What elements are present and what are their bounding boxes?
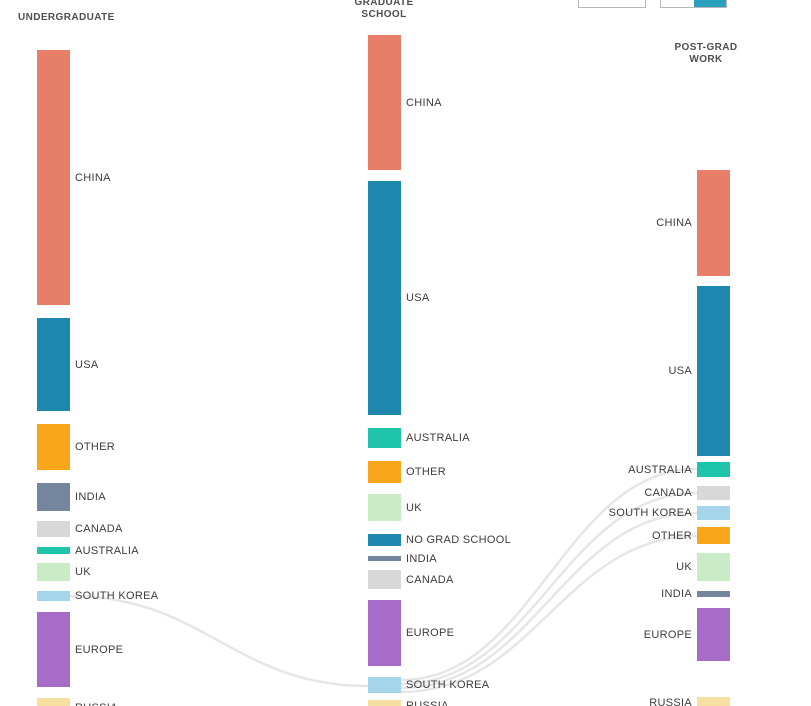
bar-post-grad-work-usa[interactable] (697, 286, 730, 456)
label-undergraduate-russia: RUSSIA (75, 702, 118, 706)
label-graduate-school-usa: USA (406, 292, 430, 304)
bar-undergraduate-europe[interactable] (37, 612, 70, 687)
column-header-post-grad-work: POST-GRAD WORK (674, 42, 738, 65)
label-graduate-school-russia: RUSSIA (406, 700, 449, 706)
label-post-grad-work-canada: CANADA (644, 487, 692, 499)
bar-graduate-school-other[interactable] (368, 461, 401, 483)
bar-graduate-school-uk[interactable] (368, 494, 401, 521)
bar-post-grad-work-other[interactable] (697, 527, 730, 544)
flow-link (400, 467, 698, 682)
bar-undergraduate-canada[interactable] (37, 521, 70, 537)
bar-undergraduate-china[interactable] (37, 50, 70, 305)
bar-undergraduate-australia[interactable] (37, 547, 70, 554)
label-graduate-school-no-grad-school: NO GRAD SCHOOL (406, 534, 512, 546)
bar-graduate-school-india[interactable] (368, 556, 401, 561)
bar-post-grad-work-canada[interactable] (697, 486, 730, 500)
bar-undergraduate-russia[interactable] (37, 698, 70, 706)
label-post-grad-work-south-korea: SOUTH KOREA (608, 507, 692, 519)
label-graduate-school-uk: UK (406, 501, 422, 514)
bar-post-grad-work-australia[interactable] (697, 462, 730, 477)
toggle-button-left[interactable] (578, 0, 646, 8)
label-undergraduate-south-korea: SOUTH KOREA (75, 590, 159, 602)
label-post-grad-work-india: INDIA (661, 588, 692, 600)
label-undergraduate-other: OTHER (75, 441, 115, 453)
label-post-grad-work-china: CHINA (656, 217, 692, 229)
bar-graduate-school-no-grad-school[interactable] (368, 534, 401, 546)
bar-post-grad-work-russia[interactable] (697, 697, 730, 706)
bar-graduate-school-russia[interactable] (368, 700, 401, 706)
label-post-grad-work-other: OTHER (652, 529, 692, 542)
bar-post-grad-work-uk[interactable] (697, 553, 730, 581)
label-graduate-school-other: OTHER (406, 466, 446, 478)
flow-link (400, 511, 698, 690)
bar-undergraduate-other[interactable] (37, 424, 70, 470)
label-graduate-school-china: CHINA (406, 96, 442, 109)
bar-undergraduate-usa[interactable] (37, 318, 70, 411)
bar-graduate-school-south-korea[interactable] (368, 677, 401, 693)
flow-link (400, 534, 698, 694)
label-graduate-school-south-korea: SOUTH KOREA (406, 679, 490, 691)
toggle-right-off-half (661, 0, 694, 7)
column-header-graduate-school: GRADUATE SCHOOL (354, 0, 414, 20)
bar-graduate-school-australia[interactable] (368, 428, 401, 448)
bar-graduate-school-china[interactable] (368, 35, 401, 170)
label-undergraduate-canada: CANADA (75, 523, 123, 535)
bar-graduate-school-canada[interactable] (368, 570, 401, 589)
flow-link (400, 491, 698, 686)
bar-undergraduate-india[interactable] (37, 483, 70, 511)
label-graduate-school-canada: CANADA (406, 573, 454, 586)
bar-graduate-school-europe[interactable] (368, 600, 401, 666)
bar-post-grad-work-china[interactable] (697, 170, 730, 276)
label-post-grad-work-australia: AUSTRALIA (628, 463, 692, 476)
toggle-right-on-half (693, 0, 726, 7)
label-post-grad-work-uk: UK (676, 561, 692, 573)
bar-post-grad-work-india[interactable] (697, 591, 730, 597)
label-graduate-school-india: INDIA (406, 552, 437, 565)
label-undergraduate-india: INDIA (75, 491, 106, 503)
bar-post-grad-work-south-korea[interactable] (697, 506, 730, 520)
label-graduate-school-australia: AUSTRALIA (406, 432, 470, 444)
flow-link (69, 594, 369, 688)
bar-undergraduate-south-korea[interactable] (37, 591, 70, 601)
label-undergraduate-china: CHINA (75, 171, 111, 184)
bar-post-grad-work-europe[interactable] (697, 608, 730, 661)
label-undergraduate-europe: EUROPE (75, 643, 124, 656)
label-undergraduate-usa: USA (75, 358, 99, 371)
label-graduate-school-europe: EUROPE (406, 627, 455, 639)
label-post-grad-work-usa: USA (668, 365, 692, 377)
column-header-undergraduate: UNDERGRADUATE (18, 12, 115, 23)
toggle-button-right[interactable] (660, 0, 727, 8)
label-post-grad-work-russia: RUSSIA (649, 697, 692, 706)
label-undergraduate-uk: UK (75, 566, 91, 578)
bar-graduate-school-usa[interactable] (368, 181, 401, 415)
label-undergraduate-australia: AUSTRALIA (75, 544, 139, 557)
label-post-grad-work-europe: EUROPE (643, 628, 692, 641)
bar-undergraduate-uk[interactable] (37, 563, 70, 581)
